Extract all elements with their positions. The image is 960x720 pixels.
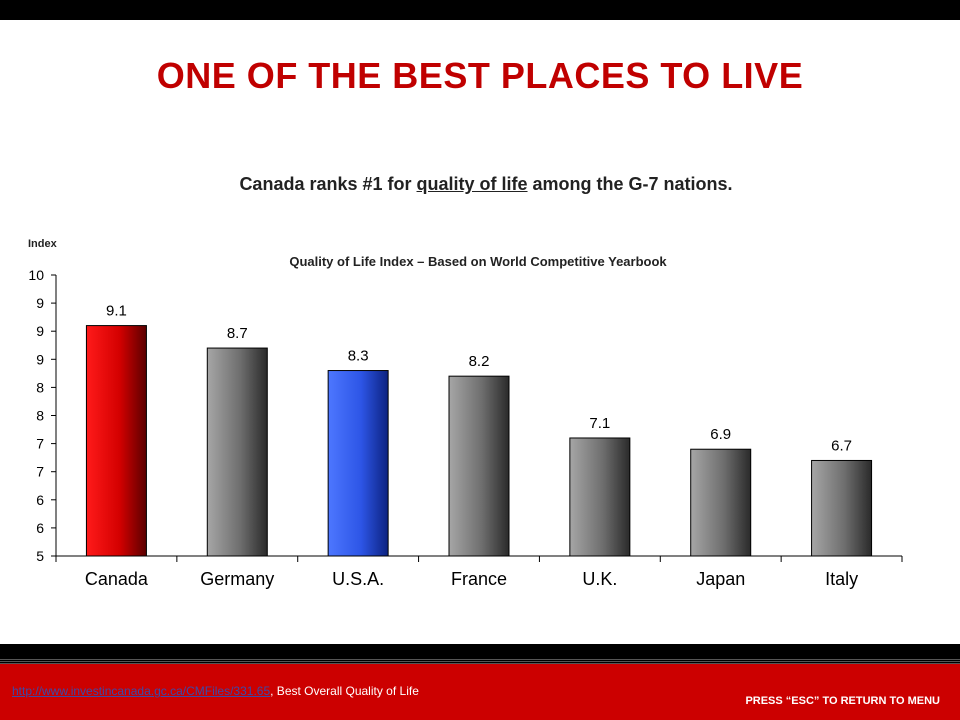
page-subtitle: Canada ranks #1 for quality of life amon… — [0, 174, 960, 195]
y-tick-label: 6 — [36, 520, 44, 536]
page-title: ONE OF THE BEST PLACES TO LIVE — [156, 55, 804, 96]
x-category-label: France — [451, 569, 507, 589]
data-label: 9.1 — [106, 303, 127, 320]
x-category-label: Japan — [696, 569, 745, 589]
bar-italy — [811, 459, 873, 557]
source-link[interactable]: http://www.investincanada.gc.ca/CMFiles/… — [12, 684, 271, 698]
footer-stripe — [0, 658, 960, 664]
bar-japan — [690, 448, 752, 557]
y-tick-label: 9 — [36, 323, 44, 339]
data-label: 6.7 — [831, 437, 852, 454]
y-tick-label: 8 — [36, 379, 44, 395]
subtitle-suffix: among the G-7 nations. — [527, 174, 733, 194]
footer-band — [0, 664, 960, 720]
subtitle-prefix: Canada ranks #1 for — [239, 174, 417, 194]
top-bar — [0, 0, 960, 20]
data-label: 8.3 — [348, 348, 369, 365]
bar-usa — [327, 370, 389, 557]
bar-canada — [85, 325, 147, 557]
source-text: , Best Overall Quality of Life — [270, 684, 419, 698]
x-category-label: Canada — [85, 569, 149, 589]
x-category-label: Germany — [200, 569, 274, 589]
bar-uk — [569, 437, 631, 557]
y-tick-label: 7 — [36, 436, 44, 452]
esc-return-note: PRESS “ESC” TO RETURN TO MENU — [745, 695, 940, 707]
subtitle-emphasis: quality of life — [416, 174, 528, 194]
y-tick-label: 5 — [36, 548, 44, 564]
data-label: 7.1 — [589, 415, 610, 432]
y-tick-label: 9 — [36, 351, 44, 367]
chart-title: Quality of Life Index – Based on World C… — [289, 254, 667, 269]
bar-germany — [206, 347, 268, 557]
y-tick-label: 6 — [36, 492, 44, 508]
y-axis-label: Index — [28, 238, 57, 250]
y-tick-label: 9 — [36, 295, 44, 311]
x-category-label: U.S.A. — [332, 569, 384, 589]
data-label: 8.2 — [469, 353, 490, 370]
data-label: 6.9 — [710, 426, 731, 443]
x-category-label: U.K. — [582, 569, 617, 589]
source-citation: http://www.investincanada.gc.ca/CMFiles/… — [12, 684, 419, 698]
x-category-label: Italy — [825, 569, 858, 589]
data-label: 8.7 — [227, 325, 248, 342]
y-tick-label: 7 — [36, 464, 44, 480]
footer-black-band — [0, 644, 960, 658]
y-tick-label: 8 — [36, 408, 44, 424]
y-tick-label: 10 — [28, 267, 44, 283]
bar-france — [448, 375, 510, 557]
